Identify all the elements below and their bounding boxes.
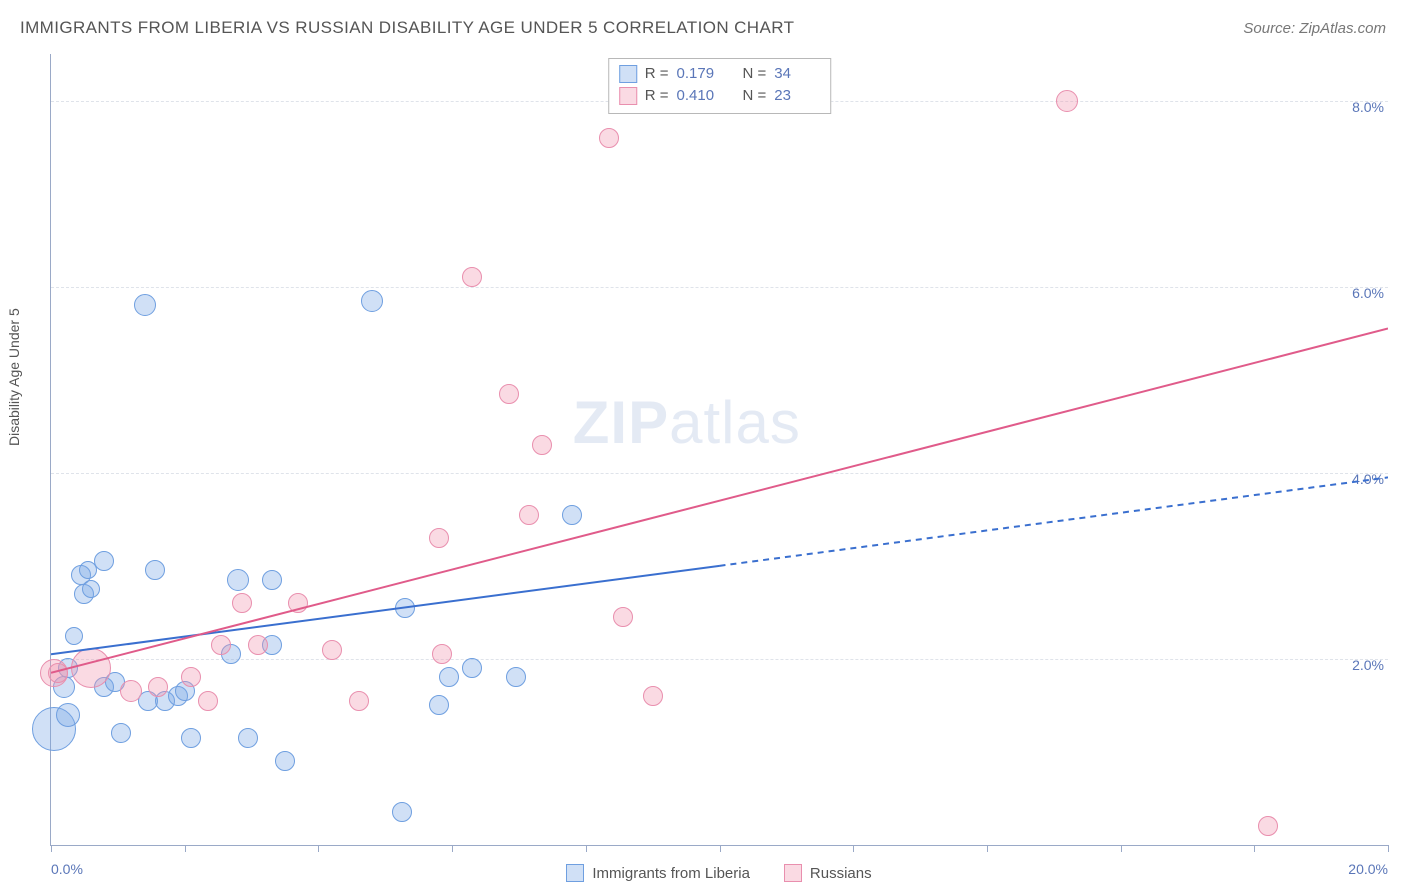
- stats-row-russians: R = 0.410 N = 23: [619, 85, 821, 107]
- data-point-russians: [148, 677, 168, 697]
- data-point-liberia: [439, 667, 459, 687]
- y-tick-label: 2.0%: [1352, 657, 1384, 673]
- swatch-liberia: [619, 65, 637, 83]
- y-tick-label: 6.0%: [1352, 285, 1384, 301]
- x-tick: [720, 845, 721, 852]
- swatch-russians: [619, 87, 637, 105]
- stats-legend: R = 0.179 N = 34 R = 0.410 N = 23: [608, 58, 832, 114]
- x-tick: [586, 845, 587, 852]
- x-tick: [318, 845, 319, 852]
- data-point-liberia: [65, 627, 83, 645]
- trend-lines: [51, 54, 1388, 845]
- data-point-russians: [198, 691, 218, 711]
- data-point-liberia: [429, 695, 449, 715]
- data-point-russians: [519, 505, 539, 525]
- data-point-russians: [349, 691, 369, 711]
- data-point-russians: [48, 663, 68, 683]
- x-tick: [1121, 845, 1122, 852]
- data-point-russians: [211, 635, 231, 655]
- data-point-liberia: [392, 802, 412, 822]
- n-value-russians: 23: [774, 85, 820, 107]
- data-point-liberia: [56, 703, 80, 727]
- data-point-russians: [248, 635, 268, 655]
- x-tick: [51, 845, 52, 852]
- gridline: [51, 659, 1388, 660]
- data-point-liberia: [181, 728, 201, 748]
- n-value-liberia: 34: [774, 63, 820, 85]
- data-point-russians: [1056, 90, 1078, 112]
- source-name: ZipAtlas.com: [1299, 20, 1386, 37]
- y-tick-label: 4.0%: [1352, 471, 1384, 487]
- data-point-liberia: [145, 560, 165, 580]
- x-tick: [987, 845, 988, 852]
- x-tick: [1254, 845, 1255, 852]
- swatch-russians: [784, 864, 802, 882]
- y-tick-label: 8.0%: [1352, 99, 1384, 115]
- data-point-russians: [599, 128, 619, 148]
- n-label: N =: [743, 63, 767, 85]
- chart-source: Source: ZipAtlas.com: [1243, 20, 1386, 37]
- data-point-liberia: [134, 294, 156, 316]
- data-point-liberia: [111, 723, 131, 743]
- data-point-liberia: [238, 728, 258, 748]
- r-value-liberia: 0.179: [677, 63, 723, 85]
- data-point-liberia: [462, 658, 482, 678]
- data-point-liberia: [562, 505, 582, 525]
- chart-header: IMMIGRANTS FROM LIBERIA VS RUSSIAN DISAB…: [20, 18, 1386, 38]
- data-point-liberia: [82, 580, 100, 598]
- watermark-rest: atlas: [669, 389, 801, 456]
- data-point-russians: [462, 267, 482, 287]
- y-axis-title: Disability Age Under 5: [6, 308, 22, 446]
- watermark-strong: ZIP: [573, 389, 669, 456]
- data-point-russians: [288, 593, 308, 613]
- data-point-liberia: [506, 667, 526, 687]
- data-point-liberia: [395, 598, 415, 618]
- gridline: [51, 287, 1388, 288]
- legend-item-russians: Russians: [784, 864, 872, 882]
- data-point-liberia: [227, 569, 249, 591]
- data-point-liberia: [275, 751, 295, 771]
- data-point-russians: [499, 384, 519, 404]
- legend-label-russians: Russians: [810, 865, 872, 882]
- data-point-russians: [613, 607, 633, 627]
- data-point-liberia: [361, 290, 383, 312]
- data-point-russians: [322, 640, 342, 660]
- chart-title: IMMIGRANTS FROM LIBERIA VS RUSSIAN DISAB…: [20, 18, 794, 38]
- stats-row-liberia: R = 0.179 N = 34: [619, 63, 821, 85]
- plot-canvas: R = 0.179N = 34R = 0.410N = 23 ZIPatlas …: [50, 54, 1388, 846]
- data-point-russians: [643, 686, 663, 706]
- data-point-russians: [181, 667, 201, 687]
- legend-label-liberia: Immigrants from Liberia: [592, 865, 750, 882]
- n-label: N =: [743, 85, 767, 107]
- r-label: R =: [645, 63, 669, 85]
- x-tick: [853, 845, 854, 852]
- x-tick: [185, 845, 186, 852]
- plot-area: R = 0.179N = 34R = 0.410N = 23 ZIPatlas …: [50, 54, 1388, 846]
- swatch-liberia: [566, 864, 584, 882]
- gridline: [51, 473, 1388, 474]
- data-point-russians: [71, 648, 111, 688]
- legend-item-liberia: Immigrants from Liberia: [566, 864, 750, 882]
- data-point-russians: [232, 593, 252, 613]
- data-point-russians: [532, 435, 552, 455]
- r-value-russians: 0.410: [677, 85, 723, 107]
- x-tick: [1388, 845, 1389, 852]
- data-point-russians: [432, 644, 452, 664]
- data-point-liberia: [262, 570, 282, 590]
- data-point-russians: [429, 528, 449, 548]
- source-prefix: Source:: [1243, 20, 1299, 37]
- x-tick: [452, 845, 453, 852]
- data-point-liberia: [94, 551, 114, 571]
- watermark: ZIPatlas: [573, 388, 801, 457]
- series-legend: Immigrants from Liberia Russians: [50, 864, 1388, 882]
- data-point-russians: [120, 680, 142, 702]
- r-label: R =: [645, 85, 669, 107]
- data-point-russians: [1258, 816, 1278, 836]
